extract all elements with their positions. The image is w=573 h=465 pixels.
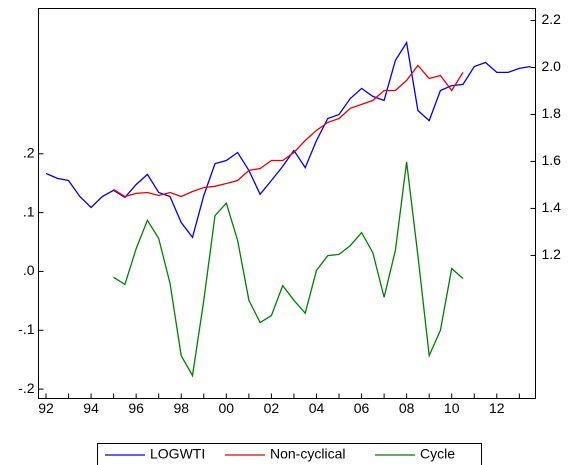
y-tick-label: .1	[23, 203, 35, 219]
x-tick-label: 04	[309, 400, 325, 416]
legend: LOGWTI Non-cyclical Cycle	[97, 443, 482, 465]
series-line	[113, 161, 464, 378]
y2-tick-label: 2.0	[542, 58, 562, 74]
series-line	[113, 64, 464, 198]
series-line	[45, 40, 531, 239]
y-tick-label: -.2	[18, 380, 35, 396]
y-tick-label: .0	[23, 262, 35, 278]
y2-tick-label: 2.2	[542, 11, 562, 27]
x-tick-label: 12	[489, 400, 505, 416]
x-tick-label: 92	[38, 400, 54, 416]
y2-tick-label: 1.2	[542, 246, 562, 262]
legend-label: LOGWTI	[150, 446, 205, 462]
y-tick-label: -.1	[18, 321, 35, 337]
y2-tick-label: 1.6	[542, 152, 562, 168]
y-tick-label: .2	[23, 144, 35, 160]
y2-tick-label: 1.4	[542, 199, 562, 215]
x-tick-label: 98	[173, 400, 189, 416]
legend-label: Cycle	[420, 446, 455, 462]
legend-box	[97, 443, 482, 465]
x-tick-label: 02	[264, 400, 280, 416]
x-tick-label: 94	[83, 400, 99, 416]
x-tick-label: 08	[399, 400, 415, 416]
plot-frame	[38, 8, 536, 399]
x-tick-label: 96	[128, 400, 144, 416]
y2-tick-label: 1.8	[542, 105, 562, 121]
legend-label: Non-cyclical	[270, 446, 345, 462]
x-tick-label: 06	[354, 400, 370, 416]
x-tick-label: 00	[219, 400, 235, 416]
x-tick-label: 10	[444, 400, 460, 416]
